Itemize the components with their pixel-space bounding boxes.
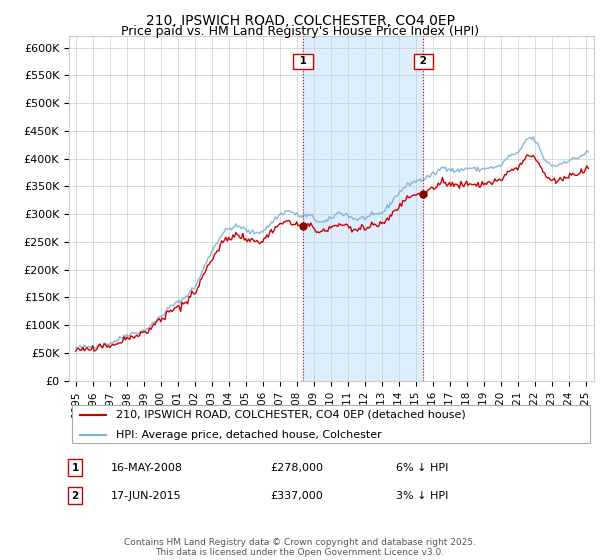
Text: 210, IPSWICH ROAD, COLCHESTER, CO4 0EP: 210, IPSWICH ROAD, COLCHESTER, CO4 0EP: [146, 14, 455, 28]
Text: £337,000: £337,000: [270, 491, 323, 501]
Text: Contains HM Land Registry data © Crown copyright and database right 2025.
This d: Contains HM Land Registry data © Crown c…: [124, 538, 476, 557]
Text: 1: 1: [296, 57, 310, 67]
FancyBboxPatch shape: [71, 405, 590, 443]
Text: 2: 2: [71, 491, 79, 501]
Bar: [303, 36, 424, 381]
Text: 210, IPSWICH ROAD, COLCHESTER, CO4 0EP (detached house): 210, IPSWICH ROAD, COLCHESTER, CO4 0EP (…: [116, 410, 466, 420]
Text: £278,000: £278,000: [270, 463, 323, 473]
Text: Price paid vs. HM Land Registry's House Price Index (HPI): Price paid vs. HM Land Registry's House …: [121, 25, 479, 38]
Text: 16-MAY-2008: 16-MAY-2008: [111, 463, 183, 473]
Text: HPI: Average price, detached house, Colchester: HPI: Average price, detached house, Colc…: [116, 430, 382, 440]
Text: 3% ↓ HPI: 3% ↓ HPI: [396, 491, 448, 501]
Text: 6% ↓ HPI: 6% ↓ HPI: [396, 463, 448, 473]
Text: 1: 1: [71, 463, 79, 473]
Text: 2: 2: [416, 57, 431, 67]
Text: 17-JUN-2015: 17-JUN-2015: [111, 491, 182, 501]
